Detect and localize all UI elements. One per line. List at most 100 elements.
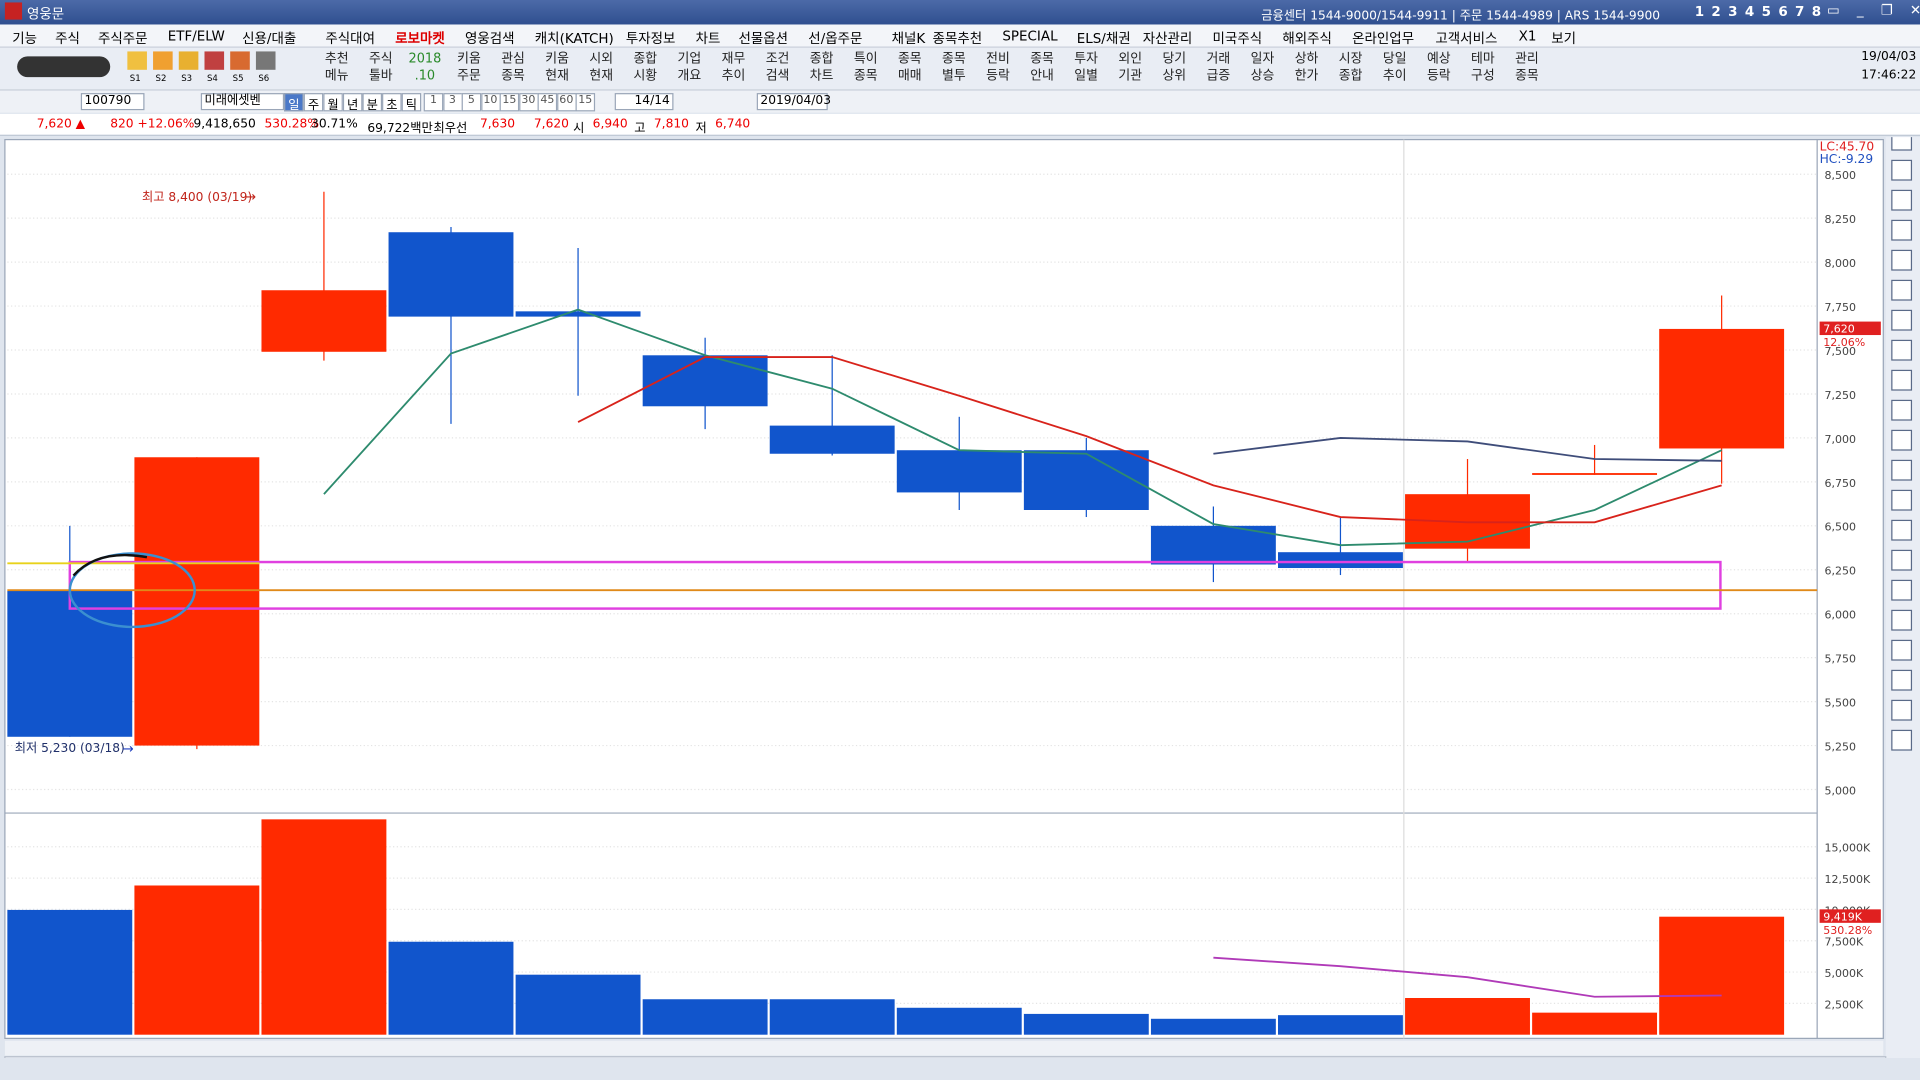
toolbar-button[interactable]: 조건 검색 xyxy=(765,51,790,84)
period-button[interactable]: 일 xyxy=(284,93,304,113)
toolbar-button[interactable]: 당기 상위 xyxy=(1162,51,1187,84)
interval-button[interactable]: 45 xyxy=(537,93,558,112)
toolbar-button[interactable]: 키움 현재 xyxy=(545,51,569,84)
interval-button[interactable]: 10 xyxy=(480,93,501,112)
menu-item[interactable]: 보기 xyxy=(1551,30,1577,47)
side-icon[interactable] xyxy=(1891,429,1913,451)
menu-item[interactable]: 투자정보 xyxy=(625,30,676,47)
interval-button[interactable]: 15 xyxy=(499,93,520,112)
toolbar-button[interactable]: 주식 툴바 xyxy=(368,51,393,84)
period-button[interactable]: 주 xyxy=(303,93,324,113)
menu-item[interactable]: 주식 xyxy=(55,30,80,47)
side-icon[interactable] xyxy=(1891,279,1913,301)
screen-tab[interactable]: 2 xyxy=(1711,3,1721,20)
count[interactable]: 14/14 xyxy=(614,93,674,111)
interval-button[interactable]: 30 xyxy=(518,93,539,112)
side-icon[interactable] xyxy=(1891,549,1913,571)
menu-item[interactable]: 캐치(KATCH) xyxy=(534,30,614,47)
menu-item[interactable]: ETF/ELW xyxy=(167,28,225,45)
period-button[interactable]: 틱 xyxy=(401,93,422,113)
interval-button[interactable]: 1 xyxy=(423,93,444,112)
menu-item[interactable]: 주식대여 xyxy=(325,30,375,47)
period-button[interactable]: 초 xyxy=(382,93,402,113)
menu-item[interactable]: 고객서비스 xyxy=(1435,30,1498,47)
side-icon[interactable] xyxy=(1891,249,1913,271)
menu-item[interactable]: 자산관리 xyxy=(1142,30,1193,47)
menu-item[interactable]: 종목추천 xyxy=(932,30,983,47)
side-icon[interactable] xyxy=(1891,309,1913,331)
toolbar-button[interactable]: 일자 상승 xyxy=(1250,51,1275,84)
toolbar-button[interactable]: 관심 종목 xyxy=(501,51,525,84)
shortcut-icon[interactable] xyxy=(255,51,276,70)
toolbar-button[interactable]: 추천 메뉴 xyxy=(324,51,349,84)
code-input[interactable]: 100790 xyxy=(80,93,145,111)
menu-item[interactable]: 해외주식 xyxy=(1282,30,1332,47)
toolbar-button[interactable]: 재무 추이 xyxy=(721,51,746,84)
menu-item[interactable]: 선/옵주문 xyxy=(808,30,863,47)
side-icon[interactable] xyxy=(1891,609,1913,631)
menu-item[interactable]: 차트 xyxy=(695,30,721,47)
side-icon[interactable] xyxy=(1891,399,1913,421)
menu-item[interactable]: 신용/대출 xyxy=(242,30,297,47)
side-icon[interactable] xyxy=(1891,189,1913,211)
side-icon[interactable] xyxy=(1891,519,1913,541)
screen-tab[interactable]: 6 xyxy=(1778,3,1788,20)
shortcut-icon[interactable] xyxy=(153,51,173,70)
menu-item[interactable]: 선물옵션 xyxy=(738,30,789,47)
side-icon[interactable] xyxy=(1891,459,1913,481)
toolbar-button[interactable]: 외인 기관 xyxy=(1118,51,1143,84)
side-icon[interactable] xyxy=(1891,579,1913,601)
interval-button[interactable]: 3 xyxy=(442,93,463,112)
side-icon[interactable] xyxy=(1891,339,1913,361)
menu-item[interactable]: 로보마켓 xyxy=(395,30,445,47)
toolbar-button[interactable]: 종목 별투 xyxy=(942,51,966,84)
toolbar-button[interactable]: 거래 급증 xyxy=(1206,51,1231,84)
interval-button[interactable]: 60 xyxy=(556,93,577,112)
toolbar-button[interactable]: 종목 안내 xyxy=(1030,51,1054,84)
toolbar-button[interactable]: 투자 일별 xyxy=(1074,51,1098,84)
menu-item[interactable]: 채널K xyxy=(891,30,926,47)
toolbar-button[interactable]: 관리 종목 xyxy=(1515,51,1539,84)
shortcut-icon[interactable] xyxy=(204,51,225,70)
side-icon[interactable] xyxy=(1891,137,1913,151)
screen-tab[interactable]: 7 xyxy=(1795,3,1805,20)
menu-item[interactable]: X1 xyxy=(1518,28,1537,45)
search-box[interactable] xyxy=(17,56,111,78)
menu-item[interactable]: 기능 xyxy=(12,30,38,47)
toolbar-button[interactable]: 종합 시황 xyxy=(633,51,658,84)
stock-name[interactable]: 미래에셋벤 xyxy=(200,93,285,111)
period-button[interactable]: 월 xyxy=(323,93,343,113)
interval-button[interactable]: 5 xyxy=(461,93,482,112)
screen-tab[interactable]: 5 xyxy=(1761,3,1771,20)
side-icon[interactable] xyxy=(1891,219,1913,241)
side-icon[interactable] xyxy=(1891,669,1913,691)
toolbar-button[interactable]: 종목 매매 xyxy=(897,51,922,84)
period-button[interactable]: 년 xyxy=(342,93,363,113)
shortcut-icon[interactable] xyxy=(230,51,250,70)
menu-item[interactable]: 영웅검색 xyxy=(464,30,515,47)
window-controls[interactable]: ▭_❐✕ xyxy=(1826,2,1920,19)
toolbar-button[interactable]: 시장 종합 xyxy=(1338,51,1363,84)
menu-item[interactable]: 미국주식 xyxy=(1212,30,1263,47)
screen-tab[interactable]: 1 xyxy=(1694,3,1705,20)
screen-tab[interactable]: 4 xyxy=(1744,3,1755,20)
shortcut-icon[interactable] xyxy=(178,51,199,70)
menu-item[interactable]: ELS/채권 xyxy=(1076,30,1131,47)
menu-item[interactable]: 온라인업무 xyxy=(1352,30,1415,47)
toolbar-button[interactable]: 기업 개요 xyxy=(677,51,702,84)
side-icon[interactable] xyxy=(1891,159,1913,181)
toolbar-button[interactable]: 예상 등락 xyxy=(1426,51,1451,84)
side-icon[interactable] xyxy=(1891,699,1913,721)
toolbar-button[interactable]: 테마 구성 xyxy=(1471,51,1495,84)
shortcut-icon[interactable] xyxy=(127,51,147,70)
side-icon[interactable] xyxy=(1891,369,1913,391)
toolbar-button[interactable]: 시외 현재 xyxy=(589,51,614,84)
scrollbar[interactable] xyxy=(4,1056,1887,1058)
toolbar-button[interactable]: 상하 한가 xyxy=(1294,51,1319,84)
interval-button[interactable]: 15 xyxy=(575,93,596,112)
period-button[interactable]: 분 xyxy=(362,93,383,113)
toolbar-button[interactable]: 2018 .10 xyxy=(408,51,442,84)
screen-tab[interactable]: 8 xyxy=(1811,3,1822,20)
toolbar-button[interactable]: 특이 종목 xyxy=(853,51,878,84)
side-icon[interactable] xyxy=(1891,639,1913,661)
